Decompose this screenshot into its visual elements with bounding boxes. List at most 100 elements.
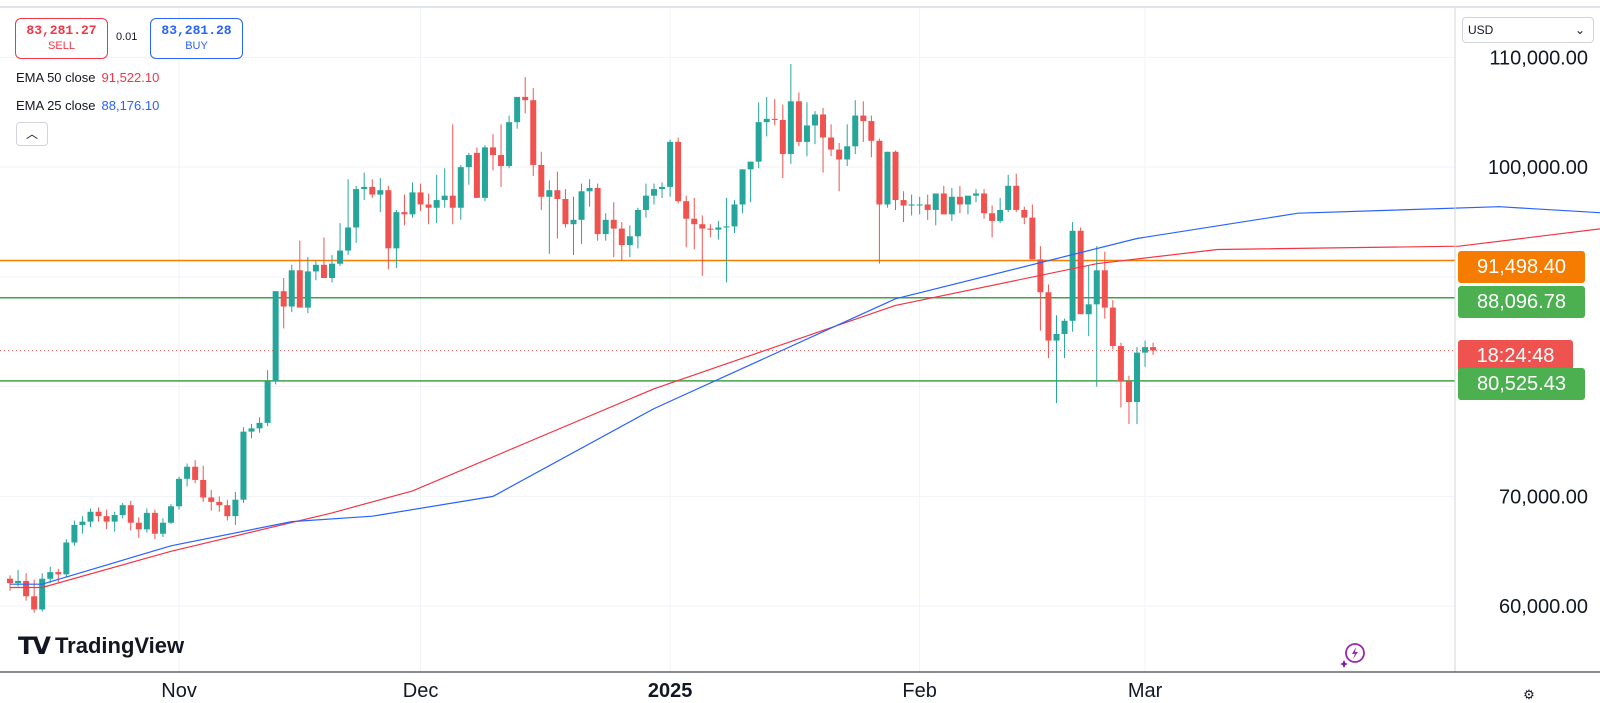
ema25-label: EMA 25 close (16, 98, 96, 113)
candle-body (79, 521, 86, 525)
candle-body (425, 204, 432, 208)
candle-body (586, 187, 593, 192)
candle-body (369, 186, 376, 195)
candle-body (578, 191, 585, 220)
candle-body (1053, 333, 1060, 341)
candle-body (667, 141, 674, 187)
candle-body (868, 121, 875, 141)
ema50-value: 91,522.10 (101, 70, 160, 85)
candle-body (63, 542, 70, 575)
candle-body (192, 466, 199, 480)
candle-body (691, 218, 698, 225)
candle-body (1150, 347, 1157, 351)
sell-label: SELL (48, 40, 75, 52)
time-tick-label: Nov (161, 680, 197, 702)
sell-button[interactable]: 83,281.27 SELL (15, 18, 108, 59)
candle-body (787, 101, 794, 154)
candle-body (385, 190, 392, 249)
candlestick-series (7, 63, 1157, 613)
candle-body (417, 192, 424, 205)
candle-body (675, 141, 682, 202)
candle-body (377, 190, 384, 195)
ema-lines (10, 206, 1600, 589)
time-tick-label: Mar (1128, 680, 1163, 702)
candle-body (176, 478, 183, 507)
candle-body (1125, 381, 1132, 403)
bar-countdown-badge: 18:24:48 (1458, 340, 1573, 372)
candle-body (71, 524, 78, 543)
candle-body (1077, 230, 1084, 315)
legend-ema25[interactable]: EMA 25 close 88,176.10 (16, 98, 159, 113)
legend-ema50[interactable]: EMA 50 close 91,522.10 (16, 70, 159, 85)
candle-body (610, 219, 617, 229)
candle-body (490, 147, 496, 156)
currency-select[interactable]: USD ⌄ (1462, 17, 1594, 43)
buy-button[interactable]: 83,281.28 BUY (150, 18, 243, 59)
candle-body (457, 167, 464, 208)
candle-body (119, 505, 126, 516)
candle-body (200, 479, 207, 498)
candle-body (184, 466, 191, 479)
candle-body (240, 431, 247, 500)
candle-body (948, 196, 955, 215)
candle-body (755, 122, 762, 162)
candle-body (836, 149, 843, 160)
candle-body (127, 505, 134, 523)
price-tick-label: 100,000.00 (1488, 157, 1588, 179)
candle-body (159, 522, 166, 534)
ema25-value: 88,176.10 (101, 98, 160, 113)
candle-body (498, 155, 505, 167)
candle-body (47, 572, 54, 579)
candle-body (1013, 185, 1020, 210)
candle-body (618, 228, 625, 246)
candle-body (264, 381, 271, 423)
candle-body (876, 140, 883, 205)
tv-logo-mark: TV (18, 632, 51, 660)
candle-body (296, 270, 303, 308)
level-badge-green-lower: 80,525.43 (1458, 368, 1585, 400)
candle-body (626, 236, 633, 246)
chart-grid (0, 8, 1455, 672)
candle-body (288, 270, 295, 307)
candle-body (280, 291, 287, 307)
candle-body (1061, 320, 1068, 334)
candle-body (715, 227, 722, 230)
settings-icon[interactable]: ⚙ (1523, 687, 1535, 702)
spread-value: 0.01 (116, 31, 138, 43)
candle-body (216, 501, 223, 506)
candle-body (272, 291, 279, 382)
candle-body (522, 96, 529, 101)
candle-body (465, 155, 472, 168)
candle-body (256, 422, 263, 429)
candle-body (731, 204, 738, 227)
candle-body (997, 209, 1004, 221)
tradingview-logo[interactable]: TV TradingView (18, 632, 184, 660)
currency-value: USD (1468, 23, 1494, 37)
candle-body (892, 151, 899, 201)
candle-body (546, 190, 553, 197)
ema50-line (10, 228, 1600, 589)
candle-body (143, 512, 150, 530)
candle-body (973, 193, 979, 196)
candle-body (538, 164, 545, 197)
candle-body (1021, 209, 1028, 218)
candle-body (932, 193, 939, 210)
candle-body (1085, 304, 1092, 315)
candle-body (39, 578, 46, 610)
candle-body (828, 137, 835, 150)
time-tick-label: 2025 (648, 680, 693, 702)
candle-body (981, 193, 988, 214)
chevron-down-icon: ⌄ (1574, 23, 1585, 37)
candle-body (95, 511, 102, 517)
candle-body (337, 250, 344, 264)
candle-body (683, 201, 690, 219)
candle-body (602, 219, 609, 235)
legend-collapse-button[interactable]: ︿ (16, 122, 48, 146)
candle-body (15, 580, 22, 584)
candle-body (570, 219, 577, 225)
candle-body (699, 224, 706, 229)
candle-body (329, 263, 335, 278)
candle-body (562, 198, 569, 225)
sparkle-icon[interactable] (1340, 640, 1368, 668)
